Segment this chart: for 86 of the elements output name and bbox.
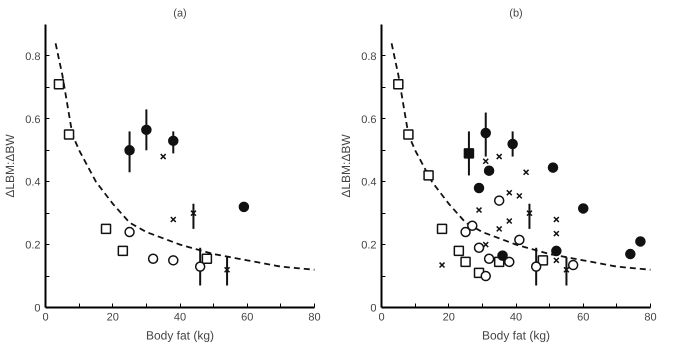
y-axis-title: ΔLBM:ΔBW	[339, 134, 354, 198]
point	[460, 256, 471, 268]
point	[224, 266, 230, 273]
point	[168, 255, 179, 266]
y-tick-label: 0	[370, 302, 377, 314]
y-tick-label: 0.4	[25, 176, 41, 189]
point	[578, 203, 588, 214]
point	[553, 216, 560, 223]
point	[480, 128, 491, 138]
y-tick-label: 0	[34, 302, 41, 314]
point	[482, 158, 489, 165]
y-tick-label: 0.6	[25, 114, 41, 126]
point	[467, 220, 478, 231]
x-tick-label: 40	[174, 312, 186, 324]
x-tick-label: 80	[644, 312, 657, 324]
x-axis-title: Body fat (kg)	[146, 328, 214, 342]
x-tick-label: 60	[241, 312, 254, 324]
point	[190, 210, 197, 216]
point	[482, 241, 489, 248]
point	[54, 78, 64, 90]
point	[530, 261, 542, 272]
point	[506, 218, 512, 224]
y-tick-label: 0.2	[25, 240, 41, 252]
point	[526, 210, 533, 216]
point	[474, 182, 484, 194]
point	[141, 124, 152, 136]
point	[454, 246, 464, 256]
y-axis-title: ΔLBM:ΔBW	[3, 134, 18, 198]
point	[553, 257, 560, 264]
point	[497, 250, 508, 261]
point	[538, 255, 548, 266]
point	[635, 236, 646, 247]
point	[393, 78, 404, 90]
point	[494, 195, 504, 206]
point	[464, 148, 474, 159]
y-tick-label: 0.6	[361, 114, 377, 126]
point	[514, 234, 525, 246]
x-tick-label: 80	[308, 312, 321, 324]
point	[496, 153, 502, 160]
point	[522, 169, 530, 176]
point	[118, 246, 128, 256]
point	[474, 242, 484, 253]
point	[202, 254, 212, 264]
x-tick-label: 20	[106, 312, 119, 324]
x-tick-label: 0	[42, 312, 49, 324]
point	[507, 138, 518, 150]
point	[568, 260, 578, 270]
point	[496, 226, 502, 232]
point	[504, 256, 515, 268]
point	[168, 136, 179, 146]
point	[548, 162, 558, 173]
point	[64, 129, 74, 140]
point	[480, 270, 491, 282]
point	[160, 153, 166, 160]
x-tick-label: 60	[577, 312, 590, 324]
point	[423, 170, 434, 181]
point	[484, 254, 494, 264]
point	[506, 190, 512, 196]
x-tick-label: 0	[378, 312, 385, 324]
point	[551, 246, 562, 256]
chart-title: (b)	[509, 8, 523, 20]
point	[170, 216, 176, 223]
y-tick-label: 0.2	[361, 240, 377, 252]
point	[124, 226, 135, 238]
point	[194, 261, 206, 272]
x-tick-label: 20	[442, 312, 455, 324]
point	[438, 262, 446, 268]
point	[484, 165, 494, 176]
x-tick-label: 40	[510, 312, 522, 324]
point	[460, 226, 471, 238]
y-tick-label: 0.4	[361, 176, 377, 189]
point	[403, 129, 414, 140]
point	[100, 224, 112, 234]
y-tick-label: 0.8	[25, 50, 41, 63]
point	[148, 254, 158, 264]
point	[516, 192, 523, 200]
point	[553, 230, 560, 237]
point	[476, 206, 482, 214]
point	[625, 248, 636, 260]
point	[436, 224, 448, 234]
point	[238, 202, 250, 212]
point	[124, 145, 135, 156]
point	[563, 266, 570, 273]
y-tick-label: 0.8	[361, 50, 377, 63]
x-axis-title: Body fat (kg)	[482, 328, 550, 342]
chart-title: (a)	[173, 8, 187, 20]
